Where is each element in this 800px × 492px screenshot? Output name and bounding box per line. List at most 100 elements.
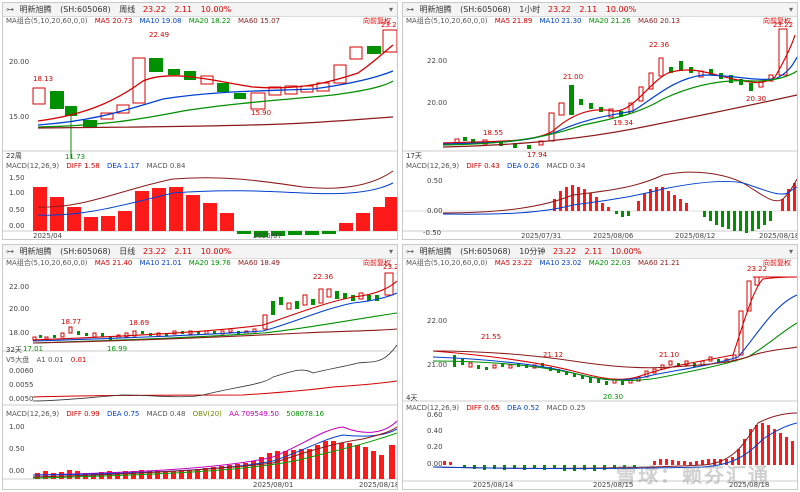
date-label: 2025/04 — [33, 232, 63, 240]
daily-chart-canvas — [3, 272, 397, 480]
ma10-value: MA10 21.01 — [139, 259, 182, 267]
stock-name: 明新旭腾 — [419, 5, 452, 14]
chart-pane-hourly[interactable]: ⊶ 明新旭腾 (SH:605068) 1小时 23.22 2.11 10.00%… — [402, 2, 798, 240]
ma-group-label[interactable]: MA组合(5,10,20,60,0,0) — [6, 17, 88, 25]
macd-label[interactable]: MACD(12,26,9) — [6, 162, 60, 170]
y-tick: 0.00 — [9, 467, 25, 475]
pane-tools-icon[interactable]: ▾ — [788, 5, 793, 14]
adjust-mode[interactable]: 向前复权 — [763, 17, 791, 25]
pane-tools-icon[interactable]: ▾ — [388, 247, 393, 256]
candle — [50, 91, 64, 109]
macd-label[interactable]: MACD(12,26,9) — [6, 410, 60, 418]
pane-menu-icon[interactable]: ⊶ — [406, 5, 414, 14]
candle — [349, 46, 363, 60]
pane-menu-icon[interactable]: ⊶ — [6, 5, 14, 14]
price-annotation: 17.01 — [23, 345, 44, 353]
ma-group-label[interactable]: MA组合(5,10,20,60,0,0) — [406, 259, 488, 267]
ma-group-label[interactable]: MA组合(5,10,20,60,0,0) — [406, 17, 488, 25]
stock-code: (SH:605068) — [460, 5, 511, 14]
ma20-value: MA20 19.76 — [188, 259, 231, 267]
y-tick: 0.00 — [427, 460, 443, 468]
period-label[interactable]: 日线 — [119, 247, 136, 256]
stock-name: 明新旭腾 — [419, 247, 452, 256]
last-price: 23.22 — [142, 5, 166, 14]
chart-pane-daily[interactable]: ⊶ 明新旭腾 (SH:605068) 日线 23.22 2.11 10.00% … — [2, 244, 398, 490]
hourly-chart-canvas — [403, 28, 797, 233]
v5-value: 0.01 — [70, 356, 87, 364]
ma-group-label[interactable]: MA组合(5,10,20,60,0,0) — [6, 259, 88, 267]
range-label: 32天 — [6, 346, 22, 354]
candle — [65, 106, 77, 116]
candle — [367, 46, 381, 54]
price-pct: 10.00% — [610, 247, 642, 256]
y-tick: 0.50 — [9, 445, 25, 453]
adjust-mode[interactable]: 向前复权 — [363, 259, 391, 267]
chart-pane-10min[interactable]: ⊶ 明新旭腾 (SH:605068) 10分钟 23.22 2.11 10.00… — [402, 244, 798, 490]
v5-label[interactable]: V5大盘 — [6, 356, 30, 364]
ma5-value: MA5 21.89 — [494, 17, 533, 25]
macd-diff: DIFF 0.43 — [466, 162, 500, 170]
candle — [83, 120, 97, 127]
price-annotation: 20.30 — [603, 393, 624, 401]
pane-menu-icon[interactable]: ⊶ — [6, 247, 14, 256]
date-label: 2025/08/01 — [253, 481, 294, 489]
pane-tools-icon[interactable]: ▾ — [788, 247, 793, 256]
macd-dea: DEA 1.17 — [106, 162, 140, 170]
y-tick: 1.00 — [9, 189, 25, 197]
ma10-value: MA10 23.02 — [539, 259, 582, 267]
pane-menu-icon[interactable]: ⊶ — [406, 247, 414, 256]
date-label: 2025/08/14 — [473, 481, 514, 489]
ma5-value: MA5 23.22 — [494, 259, 533, 267]
period-label[interactable]: 10分钟 — [519, 247, 546, 256]
adjust-mode[interactable]: 向前复权 — [363, 17, 391, 25]
ma60-value: MA60 20.13 — [637, 17, 680, 25]
macd-label[interactable]: MACD(12,26,9) — [406, 162, 460, 170]
price-change: 2.11 — [584, 247, 603, 256]
pane-tools-icon[interactable]: ▾ — [388, 5, 393, 14]
macd-label[interactable]: MACD(12,26,9) — [406, 404, 460, 412]
price-change: 2.11 — [579, 5, 598, 14]
price-pct: 10.00% — [605, 5, 637, 14]
period-label[interactable]: 1小时 — [519, 5, 541, 14]
ma60-value: MA60 15.07 — [237, 17, 280, 25]
y-tick: 0.50 — [427, 177, 443, 185]
macd-legend: MACD(12,26,9) DIFF 1.58 DEA 1.17 MACD 0.… — [6, 161, 190, 171]
date-label: 2025/08/18 — [729, 481, 770, 489]
chart-pane-weekly[interactable]: ⊶ 明新旭腾 (SH:605068) 周线 23.22 2.11 10.00% … — [2, 2, 398, 240]
ma-legend: MA组合(5,10,20,60,0,0) MA5 21.89 MA10 21.3… — [406, 16, 685, 26]
v5-legend: V5大盘 A1 0.01 0.01 — [6, 355, 91, 365]
ma20-value: MA20 21.26 — [588, 17, 631, 25]
pane-title-bar: ⊶ 明新旭腾 (SH:605068) 日线 23.22 2.11 10.00% … — [3, 245, 397, 259]
ma-legend: MA组合(5,10,20,60,0,0) MA5 21.40 MA10 21.0… — [6, 258, 285, 268]
price-pct: 10.00% — [200, 247, 232, 256]
macd-legend: MACD(12,26,9) DIFF 0.99 DEA 0.75 MACD 0.… — [6, 409, 329, 419]
pane-title-bar: ⊶ 明新旭腾 (SH:605068) 周线 23.22 2.11 10.00% … — [3, 3, 397, 17]
y-tick: 0.50 — [9, 206, 25, 214]
candle — [234, 93, 246, 99]
range-label: 22周 — [6, 152, 22, 160]
price-change: 2.11 — [174, 5, 193, 14]
macd-dea: DEA 0.26 — [506, 162, 540, 170]
obv-aa: AA 709549.50 — [229, 410, 280, 418]
macd-value: MACD 0.34 — [546, 162, 586, 170]
macd-dea: DEA 0.75 — [106, 410, 140, 418]
price-annotation: 23.22 — [773, 21, 794, 29]
price-annotation: 21.12 — [543, 351, 564, 359]
obv-label[interactable]: OBV(20) — [192, 410, 222, 418]
price-annotation: 23.22 — [383, 263, 397, 271]
macd-legend: MACD(12,26,9) DIFF 0.65 DEA 0.52 MACD 0.… — [406, 403, 590, 413]
v5-a1: A1 0.01 — [36, 356, 64, 364]
y-tick: 1.00 — [9, 423, 25, 431]
y-tick: 20.00 — [427, 99, 448, 107]
range-label: 4天 — [406, 394, 418, 402]
adjust-mode[interactable]: 向前复权 — [763, 259, 791, 267]
last-price: 23.22 — [547, 5, 571, 14]
price-annotation: 21.55 — [481, 333, 502, 341]
date-label: 2025/08/18 — [759, 232, 798, 240]
macd-legend: MACD(12,26,9) DIFF 0.43 DEA 0.26 MACD 0.… — [406, 161, 590, 171]
period-label[interactable]: 周线 — [119, 5, 136, 14]
y-tick: 21.00 — [427, 361, 448, 369]
ma20-value: MA20 22.03 — [588, 259, 631, 267]
obv-bb: 508078.16 — [286, 410, 325, 418]
y-tick: 22.00 — [427, 317, 448, 325]
